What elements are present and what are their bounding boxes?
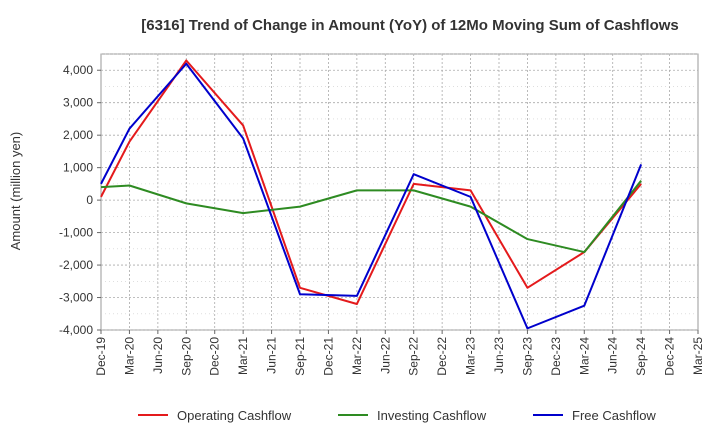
- x-tick-label: Jun-23: [492, 337, 506, 374]
- y-tick-label: -3,000: [59, 291, 93, 305]
- x-tick-label: Mar-25: [691, 337, 705, 375]
- y-tick-label: 2,000: [63, 128, 93, 142]
- y-tick-label: 1,000: [63, 161, 93, 175]
- x-tick-label: Sep-22: [407, 337, 421, 376]
- x-tick-label: Jun-20: [151, 337, 165, 374]
- x-tick-label: Sep-20: [179, 337, 193, 376]
- x-tick-label: Sep-24: [634, 337, 648, 376]
- x-axis: Dec-19 Mar-20 Jun-20 Sep-20 Dec-20 Mar-21 Jun-…: [94, 330, 705, 376]
- x-tick-label: Dec-20: [208, 337, 222, 376]
- y-axis-label: Amount (million yen): [8, 132, 23, 251]
- x-tick-label: Dec-23: [549, 337, 563, 376]
- x-tick-label: Mar-21: [236, 337, 250, 375]
- y-tick-label: 0: [86, 193, 93, 207]
- x-tick-label: Jun-24: [606, 337, 620, 374]
- x-tick-label: Dec-24: [663, 337, 677, 376]
- x-tick-label: Dec-19: [94, 337, 108, 376]
- y-tick-label: 4,000: [63, 63, 93, 77]
- x-tick-label: Mar-23: [464, 337, 478, 375]
- y-axis: -4,000 -3,000 -2,000 -1,000 0 1,000 2,000 3,000…: [59, 63, 101, 337]
- legend-label-operating-cashflow: Operating Cashflow: [177, 408, 292, 423]
- legend-label-investing-cashflow: Investing Cashflow: [377, 408, 487, 423]
- x-tick-label: Dec-22: [435, 337, 449, 376]
- x-tick-label: Mar-24: [577, 337, 591, 375]
- x-tick-label: Mar-22: [350, 337, 364, 375]
- series-line-investing-cashflow: [100, 180, 642, 254]
- legend-label-free-cashflow: Free Cashflow: [572, 408, 656, 423]
- legend: Operating Cashflow Investing Cashflow Free…: [138, 408, 656, 423]
- plot-area: [100, 53, 699, 331]
- y-tick-label: 3,000: [63, 96, 93, 110]
- y-tick-label: -4,000: [59, 323, 93, 337]
- x-tick-label: Jun-21: [265, 337, 279, 374]
- x-tick-label: Mar-20: [122, 337, 136, 375]
- y-tick-label: -2,000: [59, 258, 93, 272]
- chart-title: [6316] Trend of Change in Amount (YoY) o…: [141, 17, 679, 34]
- x-tick-label: Sep-21: [293, 337, 307, 376]
- x-tick-label: Sep-23: [520, 337, 534, 376]
- series-line-operating-cashflow: [100, 59, 642, 306]
- x-tick-label: Jun-22: [378, 337, 392, 374]
- y-tick-label: -1,000: [59, 226, 93, 240]
- series-lines: [100, 59, 643, 330]
- x-tick-label: Dec-21: [321, 337, 335, 376]
- series-line-free-cashflow: [100, 62, 643, 330]
